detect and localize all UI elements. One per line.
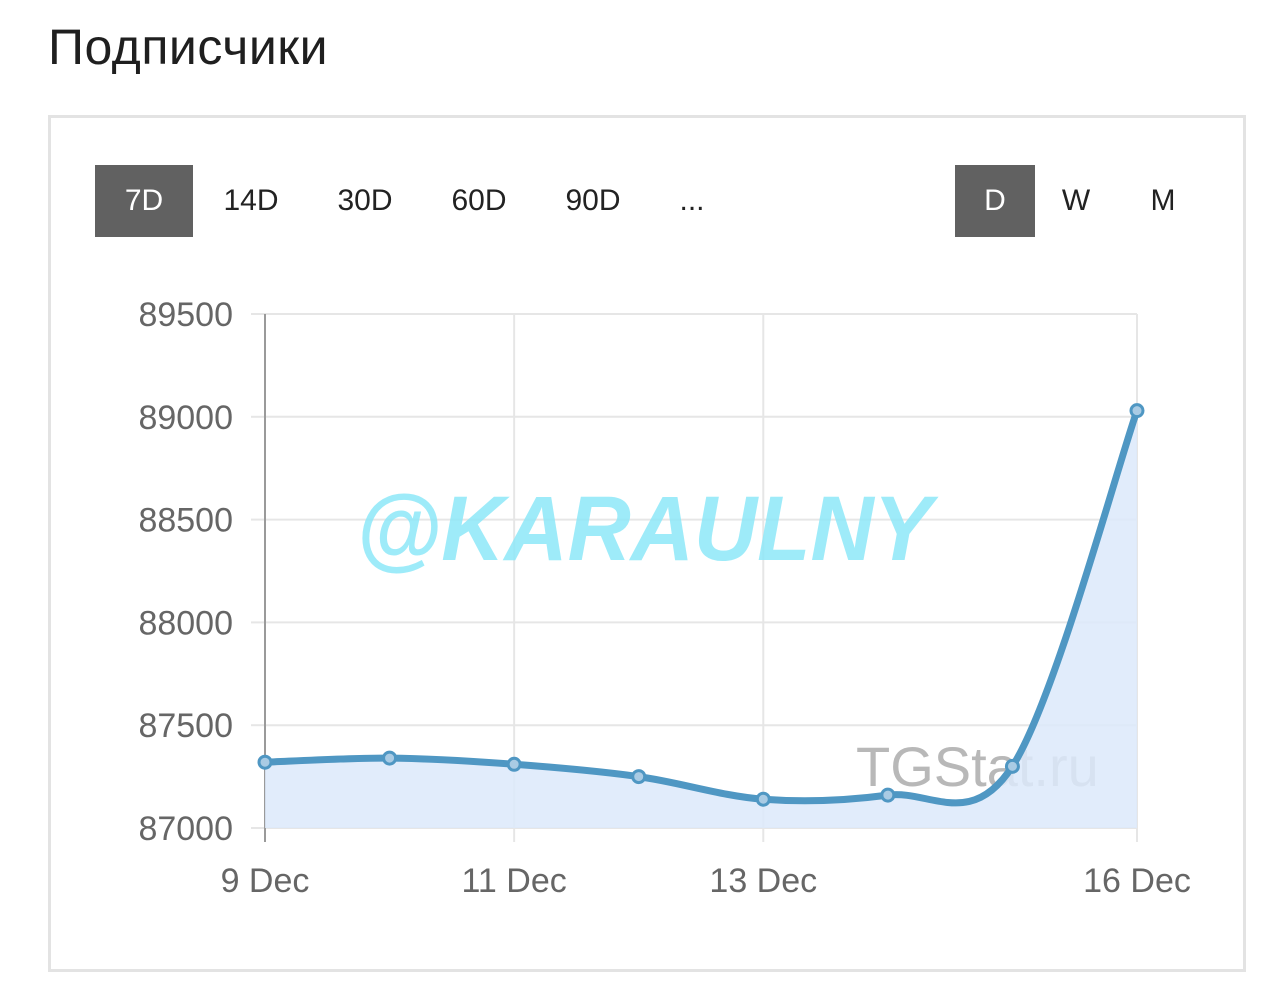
data-point	[755, 791, 771, 807]
range-button-14d[interactable]: 14D	[223, 184, 279, 217]
data-point	[257, 754, 273, 770]
data-point	[506, 756, 522, 772]
period-button-month[interactable]: M	[1150, 184, 1176, 217]
y-tick-label: 88000	[138, 604, 233, 642]
period-button-day[interactable]: D	[955, 165, 1035, 237]
y-tick-label: 89500	[138, 296, 233, 334]
series-area	[265, 410, 1137, 828]
x-tick-label: 13 Dec	[709, 862, 817, 900]
y-tick-label: 87000	[138, 810, 233, 848]
data-point	[1129, 403, 1145, 419]
page-title: Подписчики	[48, 19, 329, 75]
range-button-30d[interactable]: 30D	[337, 184, 393, 217]
x-tick-label: 9 Dec	[221, 862, 310, 900]
data-point	[382, 750, 398, 766]
range-button-more[interactable]: ...	[679, 184, 705, 217]
y-tick-label: 89000	[138, 399, 233, 437]
x-tick-label: 11 Dec	[462, 862, 567, 900]
y-tick-label: 87500	[138, 707, 233, 745]
range-button-7d[interactable]: 7D	[95, 165, 193, 237]
data-point	[631, 769, 647, 785]
period-button-week[interactable]: W	[1061, 184, 1091, 217]
series-line	[261, 407, 1141, 807]
y-tick-label: 88500	[138, 502, 233, 540]
data-point	[880, 787, 896, 803]
chart-card: 7D 14D 30D 60D 90D ... D W M	[48, 115, 1246, 972]
range-button-90d[interactable]: 90D	[565, 184, 621, 217]
data-point	[1004, 758, 1020, 774]
range-button-60d[interactable]: 60D	[451, 184, 507, 217]
watermark-handle: @KARAULNY	[356, 478, 939, 580]
x-tick-label: 16 Dec	[1083, 862, 1191, 900]
